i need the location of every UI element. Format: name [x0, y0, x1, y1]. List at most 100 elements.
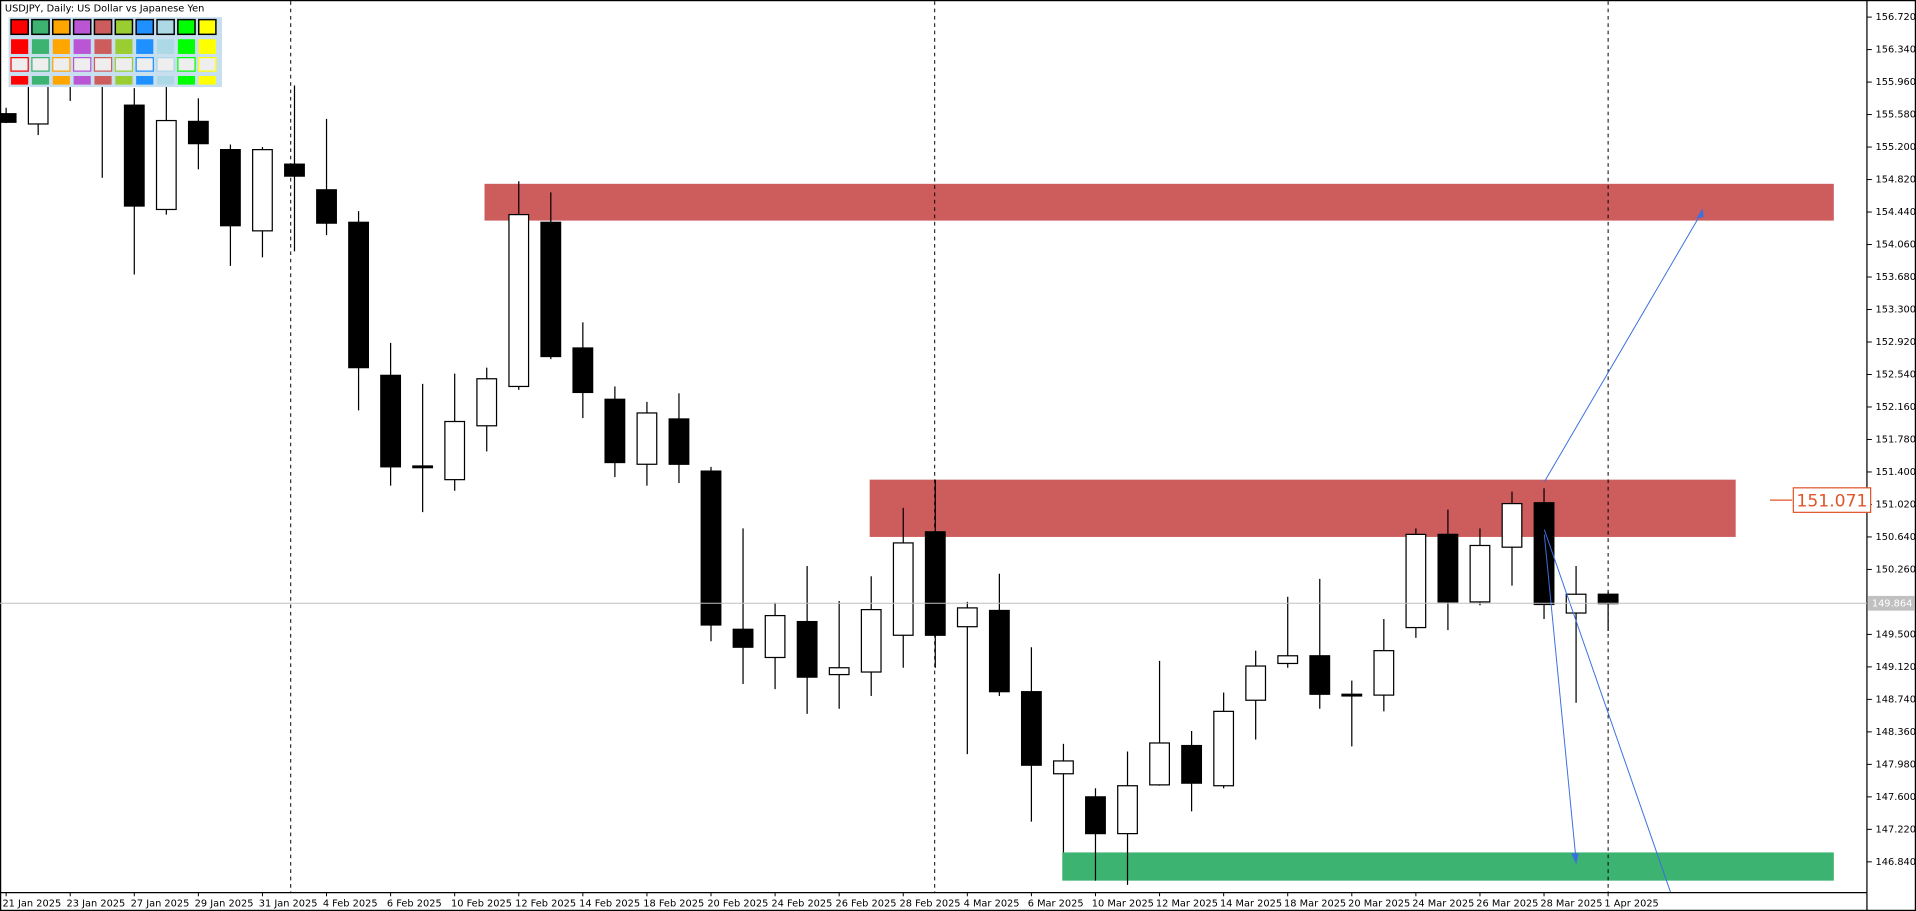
color-swatch[interactable]	[72, 57, 92, 72]
color-swatch[interactable]	[197, 18, 217, 36]
color-swatch[interactable]	[198, 39, 216, 54]
color-swatch[interactable]	[157, 76, 175, 85]
x-tick-label: 20 Mar 2025	[1348, 899, 1410, 910]
color-swatch[interactable]	[156, 57, 175, 72]
y-tick-label: 156.720	[1876, 12, 1916, 23]
color-swatch[interactable]	[93, 57, 113, 72]
color-swatch[interactable]	[93, 18, 113, 36]
color-swatch[interactable]	[31, 18, 50, 36]
candle-body	[476, 378, 498, 427]
x-tick-label: 14 Feb 2025	[579, 899, 640, 910]
arrow-head	[1571, 853, 1579, 865]
color-swatch[interactable]	[198, 57, 217, 72]
x-tick-label: 24 Mar 2025	[1412, 899, 1474, 910]
x-tick-label: 27 Jan 2025	[131, 899, 190, 910]
candle-body	[540, 221, 562, 358]
candle-body	[1020, 691, 1042, 766]
candle-body	[1309, 655, 1331, 695]
trend-line	[1543, 210, 1703, 483]
candle-body	[1117, 785, 1138, 835]
candle-body	[412, 465, 434, 469]
color-swatch[interactable]	[52, 57, 71, 72]
x-tick-label: 28 Mar 2025	[1540, 899, 1602, 910]
color-swatch[interactable]	[94, 39, 112, 54]
color-swatch[interactable]	[52, 39, 70, 54]
price-label: 151.071	[1796, 491, 1867, 511]
color-swatch[interactable]	[198, 76, 216, 85]
color-swatch[interactable]	[135, 18, 155, 36]
candle-body	[316, 189, 337, 224]
candle-body	[348, 221, 369, 369]
y-tick-label: 152.160	[1876, 402, 1916, 413]
color-swatch[interactable]	[72, 18, 92, 36]
color-swatch[interactable]	[114, 57, 134, 72]
candle-body	[1277, 655, 1299, 665]
y-tick-label: 154.440	[1876, 207, 1916, 218]
color-swatch[interactable]	[11, 39, 29, 54]
candle-body	[636, 412, 658, 465]
color-swatch[interactable]	[135, 57, 154, 72]
color-swatch[interactable]	[31, 57, 50, 72]
x-tick-label: 12 Feb 2025	[515, 899, 576, 910]
color-swatch[interactable]	[94, 76, 112, 85]
price-zone	[1062, 852, 1834, 881]
color-swatch[interactable]	[10, 57, 29, 72]
candle-body	[1085, 796, 1106, 835]
color-swatch[interactable]	[177, 39, 196, 54]
color-swatch[interactable]	[73, 76, 91, 85]
y-tick-label: 153.300	[1876, 305, 1916, 316]
color-swatch[interactable]	[73, 39, 91, 54]
y-tick-label: 156.340	[1876, 45, 1916, 56]
color-swatch[interactable]	[177, 18, 196, 36]
price-zone	[484, 183, 1834, 221]
x-tick-label: 28 Feb 2025	[900, 899, 961, 910]
candle-body	[828, 667, 850, 676]
y-tick-label: 151.020	[1876, 499, 1916, 510]
candle-body	[1213, 710, 1235, 787]
y-tick-label: 147.980	[1876, 759, 1916, 770]
candle-body	[1405, 533, 1427, 629]
color-swatch[interactable]	[52, 76, 70, 85]
color-swatch[interactable]	[31, 39, 50, 54]
color-panel[interactable]	[8, 17, 223, 88]
x-tick-label: 1 Apr 2025	[1604, 899, 1658, 910]
candle-body	[1469, 544, 1491, 603]
x-tick-label: 10 Mar 2025	[1092, 899, 1154, 910]
y-tick-label: 150.640	[1876, 532, 1916, 543]
color-swatch[interactable]	[177, 76, 196, 85]
trend-line	[1543, 529, 1672, 893]
x-tick-label: 14 Mar 2025	[1220, 899, 1282, 910]
color-swatch[interactable]	[31, 76, 50, 85]
candle-body	[219, 149, 241, 227]
candle-body	[732, 628, 754, 648]
color-swatch[interactable]	[177, 57, 196, 72]
candle-body	[892, 542, 914, 636]
y-tick-label: 149.500	[1876, 629, 1916, 640]
candle-body	[252, 149, 273, 232]
candle-body	[796, 620, 818, 678]
color-swatch[interactable]	[52, 18, 71, 36]
y-tick-label: 155.200	[1876, 142, 1916, 153]
candle-body	[1053, 760, 1074, 775]
y-tick-label: 154.820	[1876, 175, 1916, 186]
color-swatch[interactable]	[136, 39, 154, 54]
candle-body	[444, 420, 466, 481]
y-tick-label: 150.260	[1876, 564, 1916, 575]
color-swatch[interactable]	[157, 39, 175, 54]
x-tick-label: 6 Feb 2025	[387, 899, 442, 910]
candle-body	[988, 609, 1010, 693]
color-swatch[interactable]	[115, 39, 133, 54]
color-swatch[interactable]	[136, 76, 154, 85]
y-tick-label: 149.120	[1876, 662, 1916, 673]
current-price-label: 149.864	[1872, 598, 1913, 609]
color-swatch[interactable]	[11, 76, 29, 85]
color-swatch[interactable]	[115, 76, 133, 85]
color-swatch[interactable]	[156, 18, 175, 36]
x-tick-label: 26 Feb 2025	[835, 899, 896, 910]
color-swatch[interactable]	[10, 18, 29, 36]
color-swatch[interactable]	[114, 18, 134, 36]
x-tick-label: 31 Jan 2025	[259, 899, 318, 910]
